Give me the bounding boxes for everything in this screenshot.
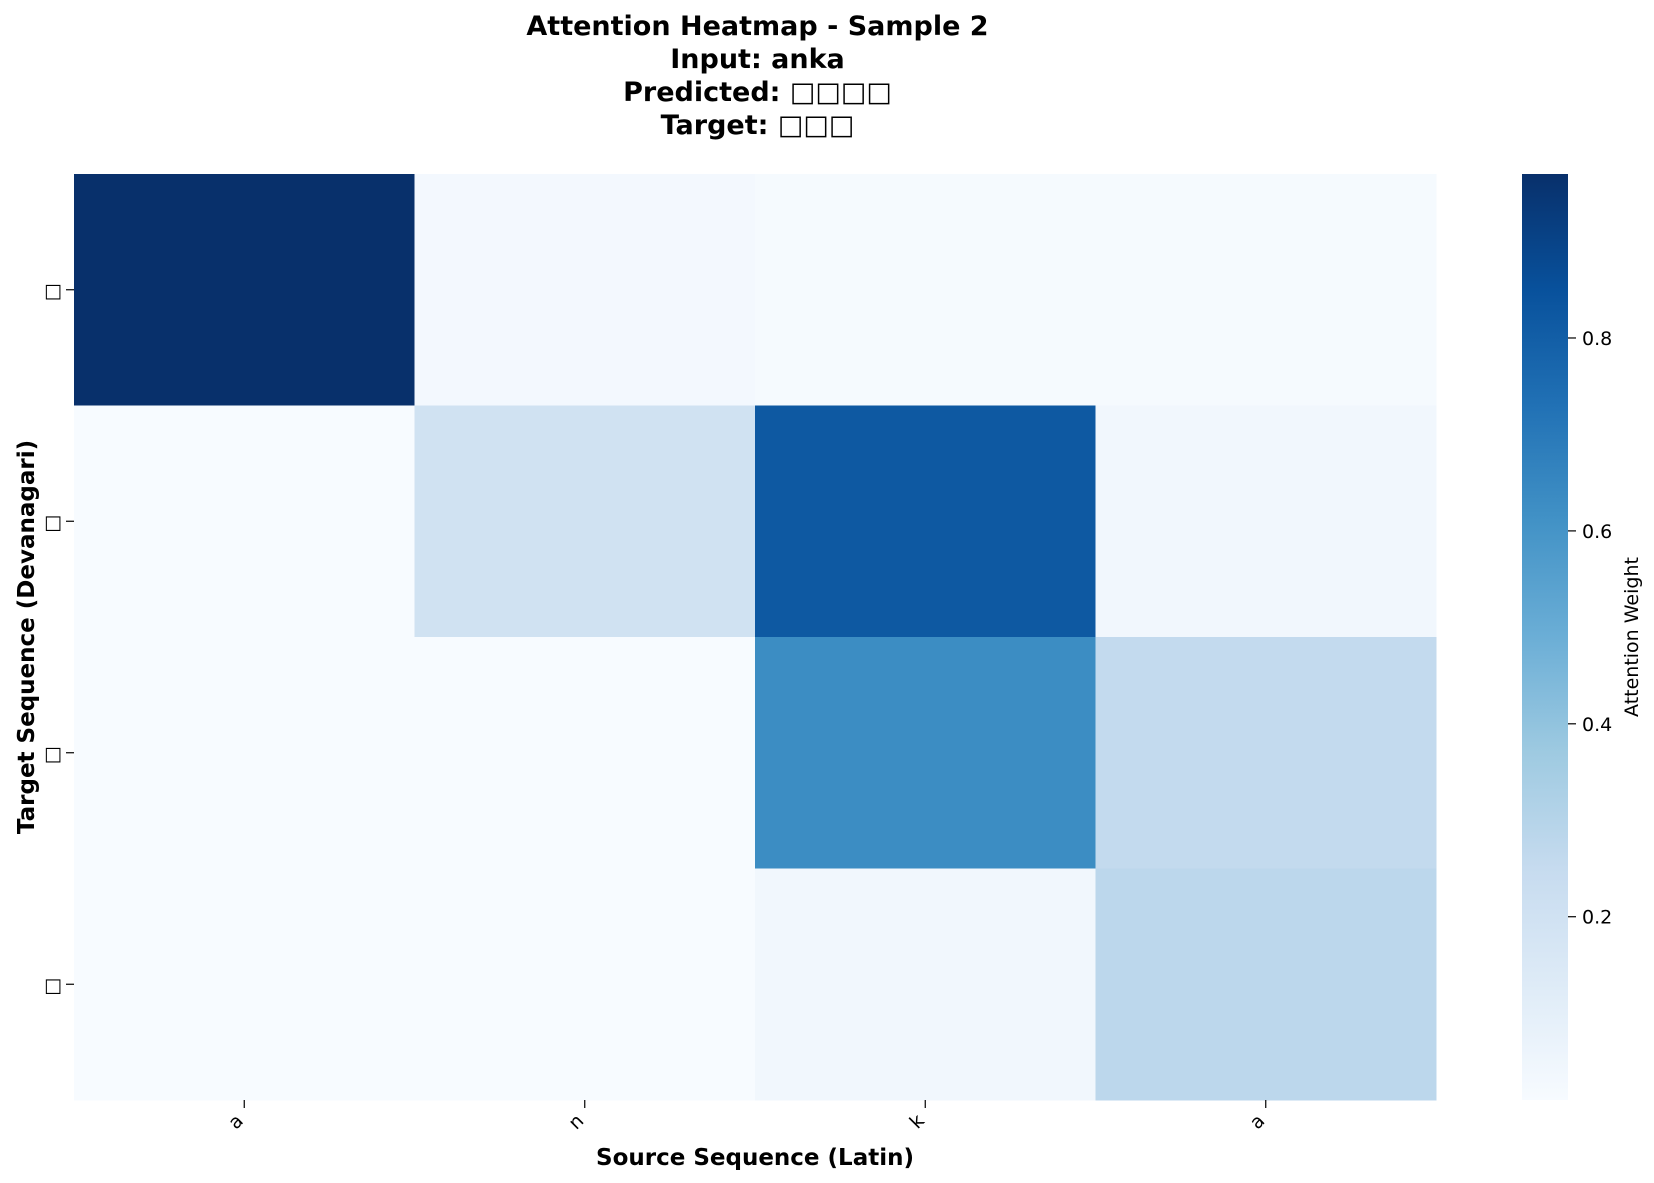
heatmap-cell-r1-c3 xyxy=(1095,405,1437,638)
heatmap-cell-r3-c0 xyxy=(74,868,415,1101)
title-line-2: Input: anka xyxy=(670,44,845,75)
x-tick-label: n xyxy=(564,1110,588,1134)
heatmap-cell-r0-c0 xyxy=(74,174,415,406)
title-line-1: Attention Heatmap - Sample 2 xyxy=(526,11,989,42)
heatmap-cell-r0-c2 xyxy=(755,174,1096,406)
heatmap-cell-r3-c3 xyxy=(1095,868,1437,1101)
heatmap-cell-r0-c1 xyxy=(414,174,756,406)
heatmap-cell-r1-c1 xyxy=(414,405,756,638)
colorbar-gradient xyxy=(1522,174,1568,1100)
title-line-4: Target: □□□ xyxy=(660,110,855,141)
y-axis-ticks: □ □ □ □ xyxy=(44,280,74,996)
y-axis-label: Target Sequence (Devanagari) xyxy=(14,440,40,834)
heatmap-cell-r3-c1 xyxy=(414,868,756,1101)
heatmap-cell-r0-c3 xyxy=(1095,174,1437,406)
heatmap-cell-r2-c1 xyxy=(414,637,756,869)
colorbar-label: Attention Weight xyxy=(1621,557,1643,717)
x-axis-label: Source Sequence (Latin) xyxy=(596,1145,914,1171)
y-tick-label: □ xyxy=(44,974,62,996)
heatmap-cell-r2-c2 xyxy=(755,637,1096,869)
x-tick-label: k xyxy=(905,1110,928,1133)
heatmap-cell-r1-c2 xyxy=(755,405,1096,638)
colorbar-tick-label: 0.4 xyxy=(1582,714,1612,736)
chart-title: Attention Heatmap - Sample 2 Input: anka… xyxy=(0,10,1515,142)
heatmap-cell-r2-c0 xyxy=(74,637,415,869)
x-tick-label: a xyxy=(1245,1110,1269,1134)
y-tick-label: □ xyxy=(44,743,62,765)
colorbar-tick-label: 0.2 xyxy=(1582,907,1612,929)
heatmap-cell-r1-c0 xyxy=(74,405,415,638)
heatmap-cell-r2-c3 xyxy=(1095,637,1437,869)
title-line-3: Predicted: □□□□ xyxy=(623,77,892,108)
x-tick-label: a xyxy=(224,1110,248,1134)
heatmap-cells xyxy=(74,174,1437,1101)
y-tick-label: □ xyxy=(44,280,62,302)
colorbar-tick-label: 0.6 xyxy=(1582,521,1612,543)
y-tick-label: □ xyxy=(44,511,62,533)
heatmap-cell-r3-c2 xyxy=(755,868,1096,1101)
colorbar-tick-label: 0.8 xyxy=(1582,328,1612,350)
colorbar: 0.2 0.4 0.6 0.8 xyxy=(1522,174,1612,1100)
